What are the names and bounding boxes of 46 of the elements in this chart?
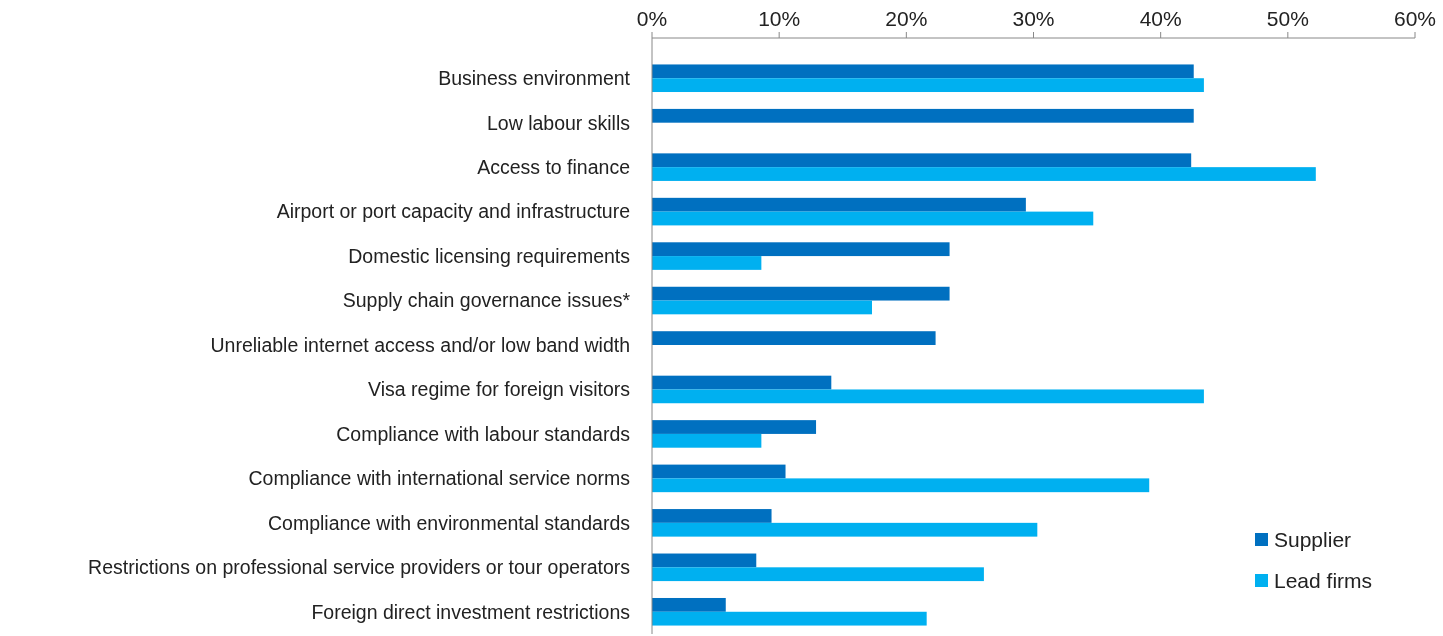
y-tick-label: Supply chain governance issues* [342,289,631,312]
bar [652,597,726,612]
y-tick-label: Compliance with labour standards [336,422,631,445]
bar [652,78,1204,93]
y-tick-label: Foreign direct investment restrictions [311,600,631,623]
bar [652,567,984,582]
bar [652,433,762,448]
bar [652,331,936,345]
y-tick-label: Access to finance [477,155,630,178]
y-tick-label: Compliance with environmental standards [267,511,631,534]
x-tick-label: 0% [636,7,668,30]
bar [652,478,1150,493]
y-tick-label: Low labour skills [486,111,631,134]
bar [652,464,786,479]
y-tick-label: Restrictions on professional service providers or tour operators [88,556,631,579]
bar [652,611,927,626]
x-tick-label: 60% [1393,7,1437,30]
bar [652,64,1194,79]
bar [652,242,950,257]
legend-label: Lead firms [1274,569,1373,593]
legend-label: Supplier [1274,528,1352,552]
y-tick-label: Unreliable internet access and/or low band width [210,333,630,356]
bar [652,167,1316,181]
x-tick-label: 20% [885,7,928,30]
x-tick-label: 30% [1012,7,1055,30]
bar [652,197,1026,212]
y-tick-label: Business environment [438,67,631,90]
bar [652,375,832,390]
bar [652,389,1204,404]
bar [652,286,950,301]
bar [652,509,772,523]
bar [652,522,1038,537]
y-tick-label: Compliance with international service norms [248,467,631,490]
x-tick-label: 10% [758,7,801,30]
bar [652,420,817,434]
y-tick-label: Visa regime for foreign visitors [368,378,631,401]
bar [652,211,1094,226]
y-tick-label: Airport or port capacity and infrastructure [276,200,630,223]
x-tick-label: 40% [1139,7,1182,30]
x-tick-label: 50% [1266,7,1309,30]
bar [652,553,757,568]
bar [652,153,1192,168]
bar [652,256,762,270]
y-tick-label: Domestic licensing requirements [348,244,631,267]
bar [652,300,872,315]
bar [652,108,1194,123]
